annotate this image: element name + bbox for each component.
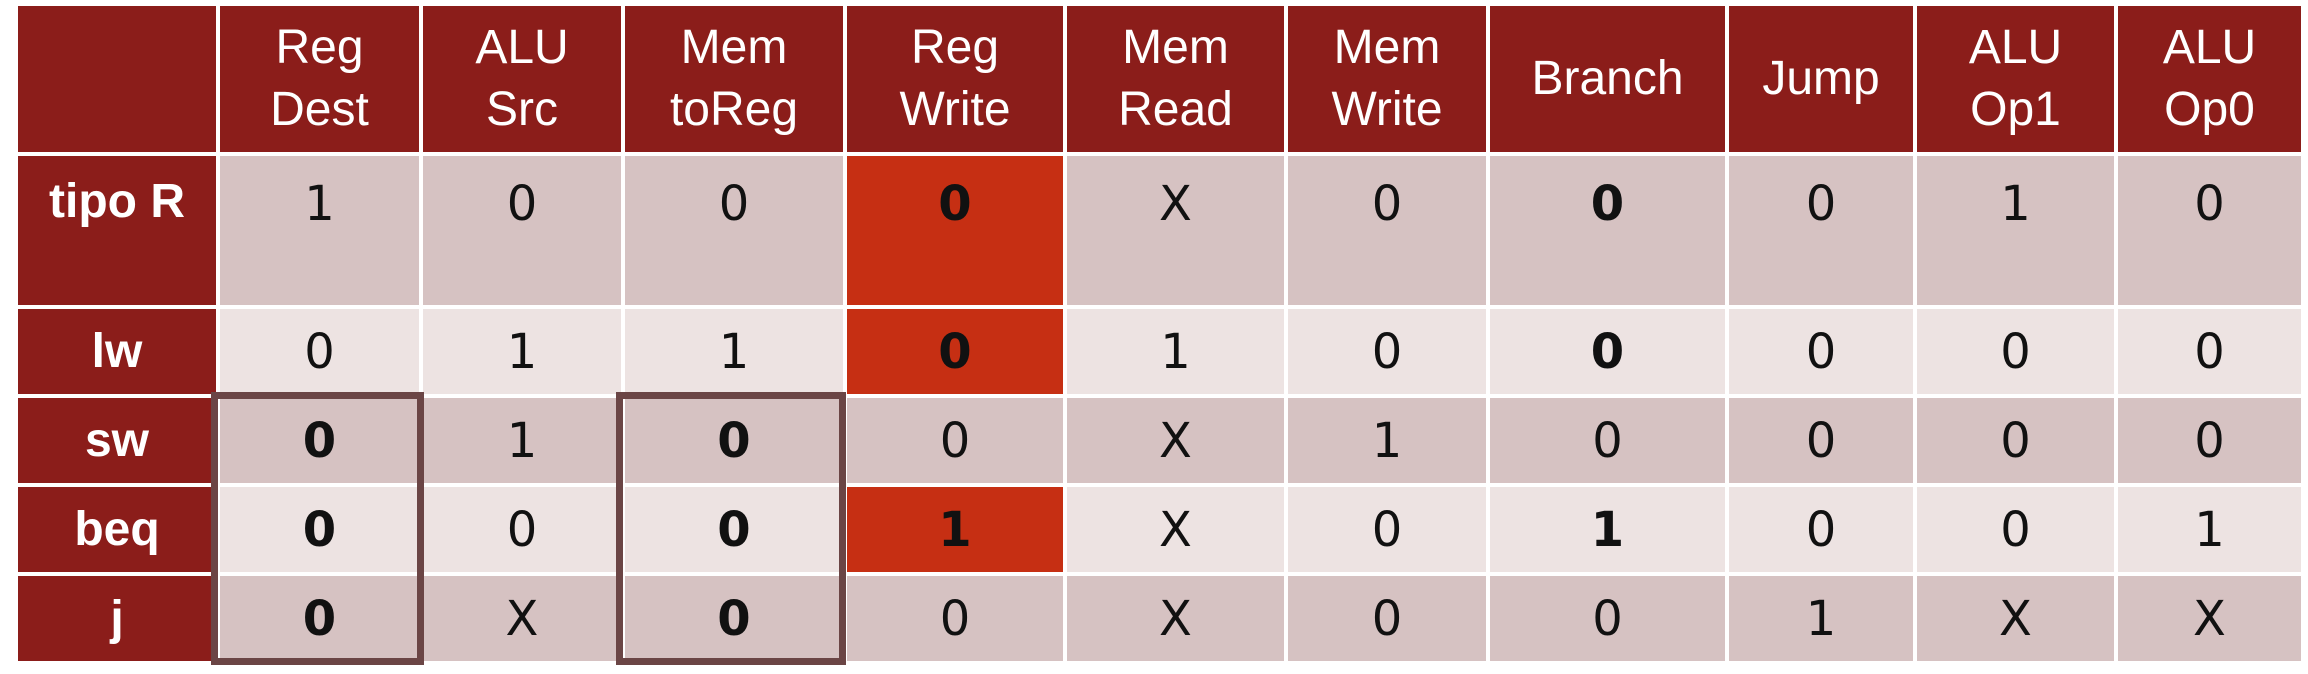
- table-cell: 0: [1913, 305, 2118, 398]
- table-row: j 0 X 0 0 X 0 0 1 X X: [14, 572, 2305, 665]
- table-cell: 0: [1284, 572, 1490, 665]
- header-aluop0: ALU Op0: [2114, 2, 2305, 156]
- table-cell: 0: [1725, 152, 1917, 309]
- table-cell: 0: [1284, 483, 1490, 576]
- table-row: sw 0 1 0 0 X 1 0 0 0 0: [14, 394, 2305, 487]
- row-label: j: [14, 572, 220, 665]
- header-branch: Branch: [1486, 2, 1729, 156]
- table-cell: X: [1063, 152, 1288, 309]
- table-cell: X: [1063, 483, 1288, 576]
- table-cell: X: [1063, 394, 1288, 487]
- corner-cell: [14, 2, 220, 156]
- header-memtoreg: Mem toReg: [621, 2, 847, 156]
- table-cell: 1: [419, 305, 625, 398]
- table-cell: 1: [2114, 483, 2305, 576]
- row-label: lw: [14, 305, 220, 398]
- table-cell: 0: [1725, 483, 1917, 576]
- table-cell: 0: [1284, 305, 1490, 398]
- header-regwrite: Reg Write: [843, 2, 1067, 156]
- table-cell: 0: [2114, 152, 2305, 309]
- highlighted-cell: 0: [843, 152, 1067, 309]
- table-cell: 1: [1063, 305, 1288, 398]
- table-cell: X: [1913, 572, 2118, 665]
- table-cell: 0: [1725, 305, 1917, 398]
- header-memread: Mem Read: [1063, 2, 1288, 156]
- table-row: lw 0 1 1 0 1 0 0 0 0 0: [14, 305, 2305, 398]
- table-cell: 0: [843, 394, 1067, 487]
- highlighted-cell: 0: [843, 305, 1067, 398]
- table-cell: 0: [621, 483, 847, 576]
- table-cell: X: [2114, 572, 2305, 665]
- table-cell: 0: [2114, 305, 2305, 398]
- table-cell: 1: [419, 394, 625, 487]
- table-cell: 0: [1486, 394, 1729, 487]
- table-cell: 0: [216, 483, 423, 576]
- table-cell: 0: [2114, 394, 2305, 487]
- table-cell: 0: [1284, 152, 1490, 309]
- table-cell: 0: [419, 152, 625, 309]
- table-cell: 0: [216, 572, 423, 665]
- table-cell: 0: [1486, 572, 1729, 665]
- table-cell: 1: [1284, 394, 1490, 487]
- header-regdest: Reg Dest: [216, 2, 423, 156]
- control-signals-table: Reg Dest ALU Src Mem toReg Reg Write Mem Read…: [14, 2, 2305, 665]
- table-cell: 1: [1913, 152, 2118, 309]
- table-cell: 0: [1486, 305, 1729, 398]
- table-cell: 1: [216, 152, 423, 309]
- row-label: tipo R: [14, 152, 220, 309]
- table-row: tipo R 1 0 0 0 X 0 0 0 1 0: [14, 152, 2305, 309]
- table-cell: X: [1063, 572, 1288, 665]
- highlighted-cell: 1: [843, 483, 1067, 576]
- table-cell: 0: [419, 483, 625, 576]
- header-row: Reg Dest ALU Src Mem toReg Reg Write Mem Read…: [14, 2, 2305, 156]
- table-cell: 1: [1486, 483, 1729, 576]
- table-cell: 0: [621, 572, 847, 665]
- table-cell: 0: [1913, 394, 2118, 487]
- table-cell: 0: [1725, 394, 1917, 487]
- table-cell: 0: [843, 572, 1067, 665]
- table-cell: 0: [1486, 152, 1729, 309]
- table-cell: 0: [216, 394, 423, 487]
- table-cell: X: [419, 572, 625, 665]
- header-alusrc: ALU Src: [419, 2, 625, 156]
- table-cell: 0: [621, 152, 847, 309]
- row-label: beq: [14, 483, 220, 576]
- table-row: beq 0 0 0 1 X 0 1 0 0 1: [14, 483, 2305, 576]
- table-cell: 1: [621, 305, 847, 398]
- header-memwrite: Mem Write: [1284, 2, 1490, 156]
- row-label: sw: [14, 394, 220, 487]
- header-jump: Jump: [1725, 2, 1917, 156]
- table-cell: 0: [1913, 483, 2118, 576]
- table-cell: 0: [621, 394, 847, 487]
- table-cell: 0: [216, 305, 423, 398]
- header-aluop1: ALU Op1: [1913, 2, 2118, 156]
- table-cell: 1: [1725, 572, 1917, 665]
